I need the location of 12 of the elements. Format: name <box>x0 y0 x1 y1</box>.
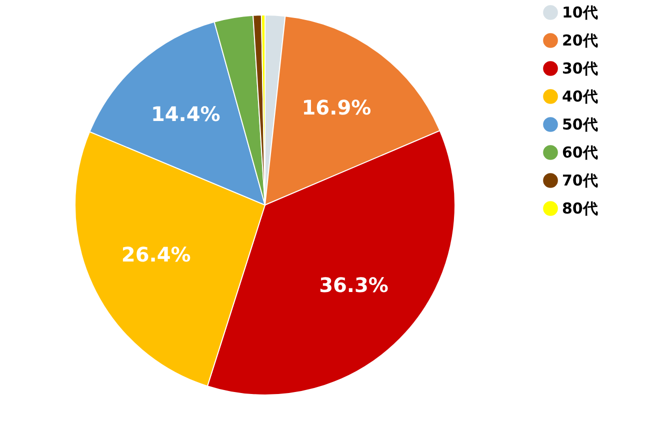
legend-label: 30代 <box>562 60 598 78</box>
legend-label: 80代 <box>562 200 598 218</box>
legend-label: 70代 <box>562 172 598 190</box>
data-label: 26.4% <box>121 242 191 266</box>
legend-label: 20代 <box>562 32 598 50</box>
data-label: 14.4% <box>150 102 220 126</box>
data-label: 16.9% <box>302 96 372 120</box>
legend-label: 10代 <box>562 4 598 22</box>
legend-label: 50代 <box>562 116 598 134</box>
data-label: 36.3% <box>319 272 388 297</box>
legend-label: 60代 <box>562 144 598 162</box>
legend-label: 40代 <box>562 88 598 106</box>
